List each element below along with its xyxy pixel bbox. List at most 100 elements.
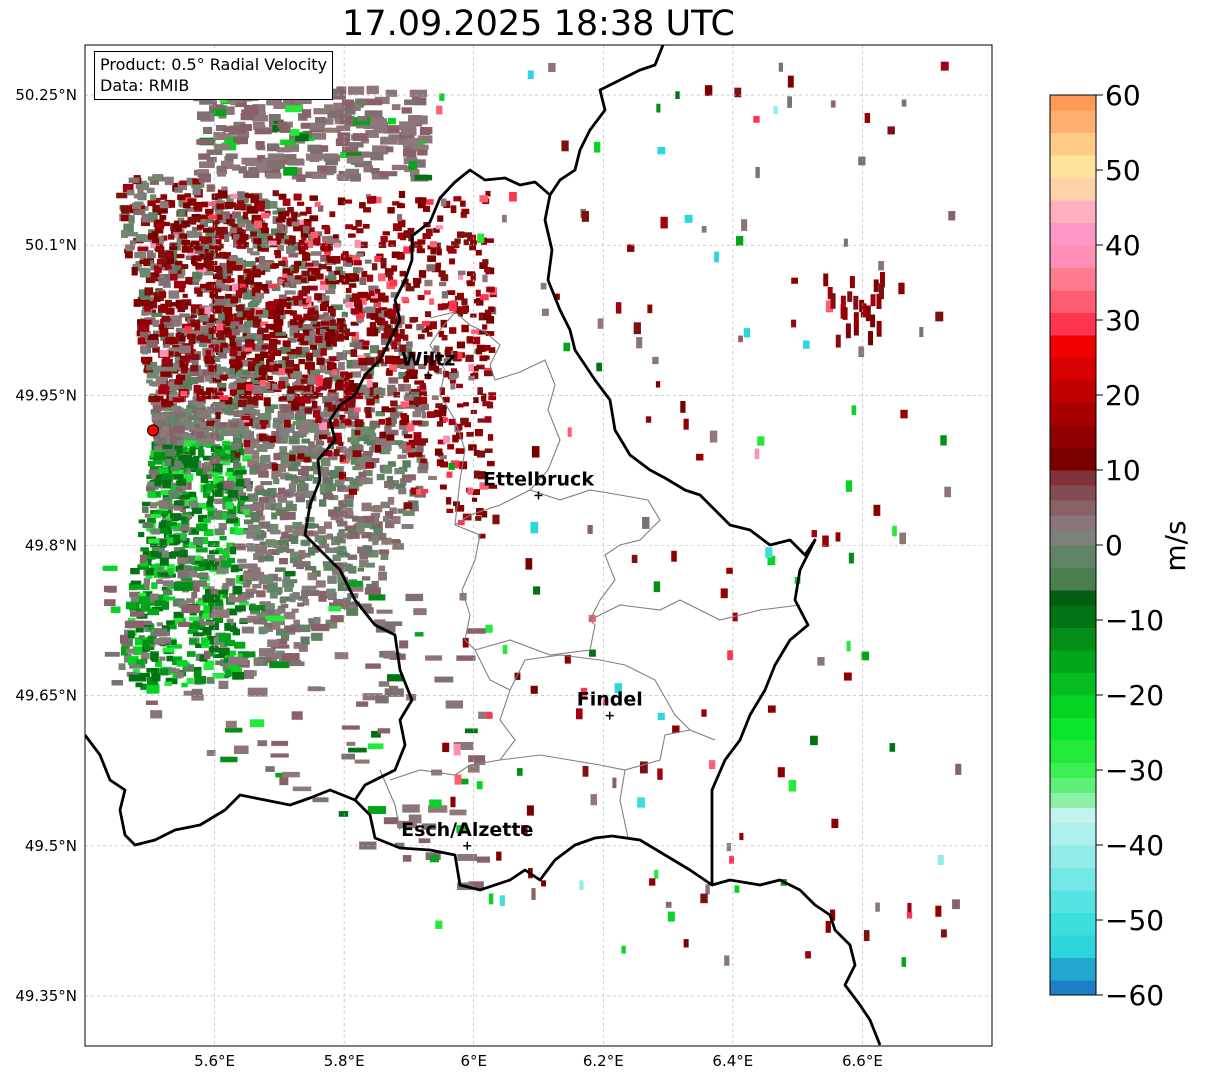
echo-pixel [203, 605, 210, 615]
echo-pixel [181, 245, 190, 253]
echo-pixel [233, 121, 246, 129]
echo-pixel [185, 555, 195, 564]
echo-pixel [345, 224, 353, 230]
echo-pixel [398, 190, 406, 199]
echo-pixel [391, 251, 400, 259]
echo-pixel [199, 423, 207, 428]
echo-pixel [328, 272, 337, 281]
echo-pixel [147, 517, 156, 524]
echo-pixel [211, 609, 230, 618]
echo-pixel [245, 276, 255, 285]
echo-pixel [303, 385, 311, 392]
echo-pixel [358, 457, 371, 465]
echo-pixel [887, 126, 895, 135]
echo-pixel [215, 214, 223, 220]
echo-pixel [334, 432, 342, 440]
echo-pixel [190, 414, 198, 421]
echo-pixel [295, 425, 306, 430]
echo-pixel [160, 303, 168, 311]
echo-pixel [868, 331, 874, 346]
echo-pixel [425, 325, 433, 331]
echo-pixel [450, 460, 460, 469]
echo-pixel [225, 321, 236, 326]
echo-pixel [316, 590, 328, 596]
echo-pixel [262, 489, 271, 497]
echo-pixel [419, 391, 427, 397]
echo-pixel [161, 550, 169, 558]
echo-pixel [405, 324, 413, 329]
echo-pixel [237, 131, 250, 138]
echo-pixel [456, 341, 466, 349]
echo-pixel [319, 499, 327, 507]
echo-pixel [223, 445, 231, 451]
colorbar-swatch [1050, 545, 1096, 568]
echo-pixel [301, 270, 310, 280]
echo-pixel [153, 296, 159, 301]
echo-pixel [220, 342, 228, 348]
echo-pixel [220, 160, 234, 170]
echo-pixel [270, 264, 277, 269]
echo-pixel [226, 260, 236, 269]
echo-pixel [357, 567, 365, 572]
echo-pixel [471, 497, 478, 502]
echo-pixel [227, 402, 234, 410]
echo-pixel [316, 392, 323, 397]
echo-pixel [166, 620, 177, 630]
echo-pixel [477, 233, 485, 244]
echo-pixel [336, 532, 349, 539]
echo-pixel [159, 206, 168, 214]
echo-pixel [175, 486, 183, 492]
echo-pixel [437, 439, 446, 445]
echo-pixel [181, 408, 193, 417]
echo-pixel [655, 381, 661, 388]
echo-pixel [403, 142, 418, 152]
echo-pixel [191, 354, 200, 361]
echo-pixel [312, 452, 325, 458]
echo-pixel [521, 825, 528, 834]
echo-pixel [161, 586, 170, 591]
echo-pixel [324, 248, 332, 255]
echo-pixel [222, 664, 232, 672]
echo-pixel [139, 560, 149, 567]
lon-tick-label: 6.2°E [583, 1052, 624, 1070]
echo-pixel [208, 622, 219, 631]
echo-pixel [378, 242, 387, 248]
echo-pixel [408, 814, 422, 824]
echo-pixel [208, 201, 215, 206]
echo-pixel [654, 869, 659, 879]
echo-pixel [256, 590, 266, 598]
echo-pixel [303, 552, 311, 558]
lon-tick-label: 5.8°E [324, 1052, 365, 1070]
echo-pixel [158, 386, 170, 395]
echo-pixel [835, 334, 841, 348]
echo-pixel [175, 299, 185, 309]
echo-pixel [293, 363, 300, 371]
echo-pixel [110, 606, 121, 614]
echo-pixel [431, 395, 439, 401]
echo-pixel [339, 115, 354, 125]
echo-pixel [216, 323, 224, 331]
echo-pixel [457, 271, 464, 280]
echo-pixel [146, 187, 155, 194]
echo-pixel [334, 382, 346, 391]
echo-pixel [391, 164, 408, 171]
echo-pixel [124, 620, 145, 629]
echo-pixel [224, 547, 236, 553]
echo-pixel [276, 628, 288, 636]
echo-pixel [173, 220, 180, 228]
echo-pixel [226, 467, 238, 476]
echo-pixel [211, 599, 223, 607]
colorbar-swatch [1050, 470, 1096, 486]
echo-pixel [191, 360, 199, 367]
echo-pixel [284, 154, 297, 162]
echo-pixel [359, 560, 369, 568]
echo-pixel [291, 402, 299, 411]
echo-pixel [285, 626, 296, 633]
echo-pixel [440, 198, 447, 207]
echo-pixel [378, 310, 389, 319]
echo-pixel [358, 526, 365, 535]
echo-pixel [235, 304, 245, 312]
echo-pixel [293, 225, 302, 232]
echo-pixel [287, 466, 299, 472]
echo-pixel [234, 451, 241, 458]
